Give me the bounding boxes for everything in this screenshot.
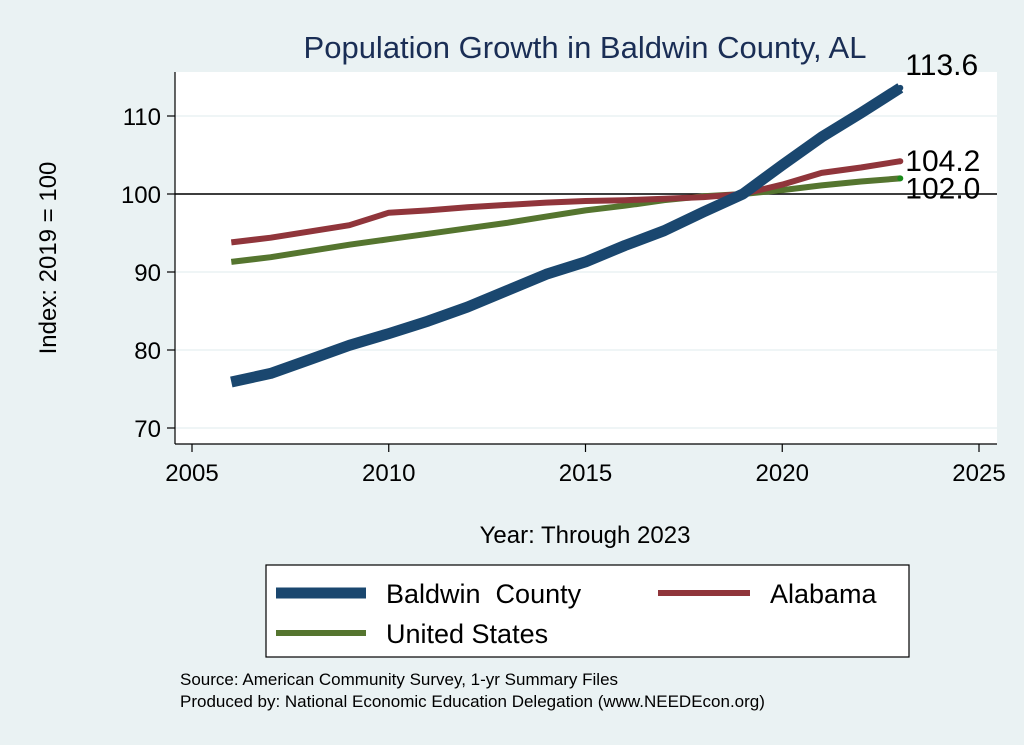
legend-label-united-states: United States [386,619,548,649]
x-tick-label-2005: 2005 [165,460,218,487]
y-tick-label-110: 110 [123,104,161,131]
end-label-baldwin-county: 113.6 [905,49,978,82]
chart-title: Population Growth in Baldwin County, AL [304,30,867,65]
y-tick-label-90: 90 [134,260,161,287]
end-marker-alabama [897,158,904,165]
source-note: Source: American Community Survey, 1-yr … [180,670,618,689]
x-tick-label-2020: 2020 [756,460,809,487]
x-tick-label-2025: 2025 [952,460,1005,487]
legend-box [265,564,910,658]
y-tick-label-80: 80 [134,338,161,365]
series-line-united-states [230,175,901,265]
legend: Baldwin County Alabama United States [265,564,910,658]
series-line-baldwin-county [230,83,904,388]
y-axis-ticks: 70 80 90 100 110 [121,104,175,443]
x-axis-ticks: 2005 2010 2015 2020 2025 [165,444,1006,487]
end-marker-united-states [897,175,904,182]
end-marker-baldwin-county [897,84,904,91]
y-tick-label-100: 100 [121,182,161,209]
series-lines [230,83,904,388]
producer-note: Produced by: National Economic Education… [180,692,765,711]
legend-label-baldwin-county: Baldwin County [386,579,582,609]
y-tick-label-70: 70 [134,416,161,443]
legend-label-alabama: Alabama [770,579,878,609]
x-axis-title: Year: Through 2023 [480,522,691,549]
x-tick-label-2015: 2015 [559,460,612,487]
y-axis-title: Index: 2019 = 100 [35,162,62,355]
end-label-united-states: 102.0 [905,172,980,205]
series-line-alabama [230,158,901,246]
end-label-alabama: 104.2 [905,145,980,178]
x-tick-label-2010: 2010 [362,460,415,487]
